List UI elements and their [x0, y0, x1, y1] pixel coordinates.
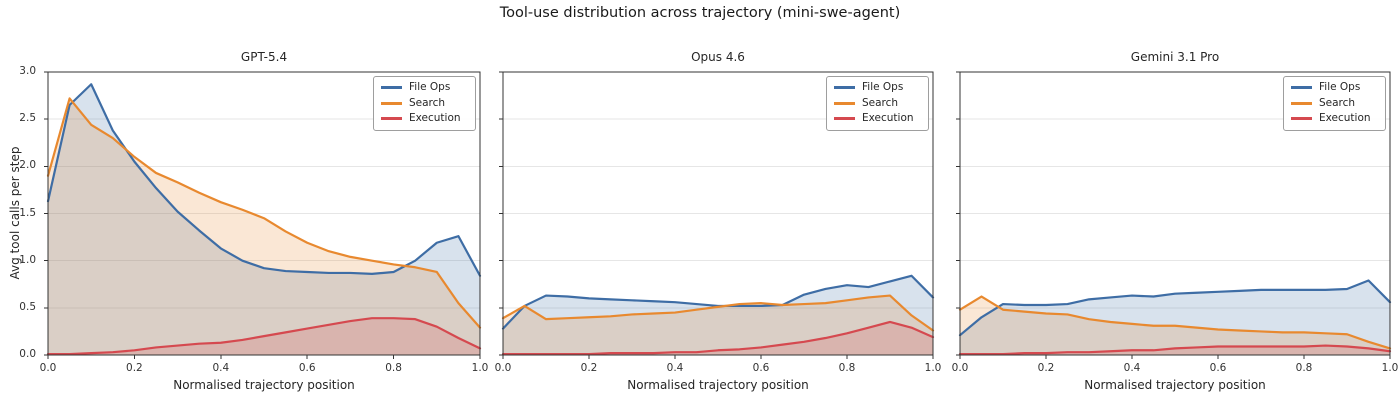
- legend-label: Execution: [409, 112, 461, 125]
- y-tick-label: 0.0: [19, 348, 36, 360]
- search-legend-line: [381, 101, 402, 105]
- search-legend-line: [834, 101, 855, 105]
- x-tick-label: 0.0: [39, 362, 57, 374]
- execution-legend-line: [381, 117, 402, 121]
- x-tick-label: 1.0: [924, 362, 942, 374]
- legend-label: Execution: [862, 112, 914, 125]
- execution-legend-line: [834, 117, 855, 121]
- legend-item-execution: Execution: [1291, 113, 1377, 125]
- x-tick-label: 0.8: [385, 362, 402, 374]
- y-tick-label: 2.0: [19, 159, 36, 172]
- y-tick-label: 3.0: [19, 65, 36, 77]
- subplot-title-gemini-3-1-pro: Gemini 3.1 Pro: [1130, 50, 1220, 64]
- x-tick-label: 0.4: [666, 362, 684, 374]
- y-tick-label: 0.5: [19, 300, 36, 313]
- x-tick-label: 0.0: [494, 362, 512, 374]
- subplot-title-opus-4-6: Opus 4.6: [691, 50, 745, 64]
- execution-line: [958, 344, 1392, 356]
- x-axis-label: Normalised trajectory position: [1084, 378, 1266, 392]
- search-line: [958, 295, 1392, 350]
- legend-label: File Ops: [1319, 81, 1361, 93]
- search-line: [501, 294, 935, 332]
- execution-area: [503, 321, 933, 355]
- legend-item-execution: Execution: [834, 113, 920, 125]
- search-line: [46, 97, 482, 329]
- x-tick-label: 0.4: [1123, 362, 1141, 374]
- x-axis-label: Normalised trajectory position: [627, 378, 809, 392]
- x-tick-label: 0.8: [838, 362, 856, 374]
- x-tick-label: 1.0: [471, 362, 489, 374]
- legend-item-search: Search: [1291, 96, 1377, 110]
- execution-legend-line: [1291, 117, 1312, 121]
- x-tick-label: 0.4: [212, 362, 230, 374]
- legend-item-file-ops: File Ops: [834, 81, 920, 94]
- y-tick-label: 1.0: [19, 253, 36, 266]
- x-axis-label: Normalised trajectory position: [173, 378, 355, 392]
- file-ops-area: [503, 275, 933, 355]
- subplot-title-gpt-5-4: GPT-5.4: [240, 50, 288, 64]
- y-tick-label: 2.5: [19, 112, 36, 125]
- x-tick-label: 0.6: [752, 362, 770, 374]
- file-ops-legend-line: [1291, 86, 1312, 90]
- search-legend-line: [1291, 101, 1312, 105]
- legend-label: Execution: [1319, 112, 1371, 125]
- x-tick-label: 0.6: [1209, 362, 1227, 374]
- legend-item-search: Search: [834, 96, 920, 110]
- legend-item-file-ops: File Ops: [1291, 81, 1377, 94]
- x-tick-label: 1.0: [1381, 362, 1399, 374]
- file-ops-line: [958, 279, 1392, 337]
- execution-line: [46, 317, 482, 356]
- x-tick-label: 0.6: [298, 362, 316, 374]
- file-ops-legend-line: [834, 86, 855, 90]
- legend-label: Search: [409, 96, 446, 109]
- search-area: [48, 98, 480, 355]
- x-tick-label: 0.2: [580, 362, 598, 374]
- legend-item-execution: Execution: [381, 113, 467, 125]
- plot-area-gemini-3-1-pro: [956, 71, 1392, 359]
- execution-line: [501, 320, 935, 356]
- legend-label: File Ops: [409, 81, 451, 93]
- legend: File Ops Search Execution: [1283, 76, 1386, 131]
- x-tick-label: 0.0: [951, 362, 969, 374]
- legend-item-file-ops: File Ops: [381, 81, 467, 94]
- legend-label: Search: [1319, 96, 1356, 109]
- legend-label: File Ops: [862, 81, 904, 93]
- legend: File Ops Search Execution: [373, 76, 476, 131]
- plot-area-opus-4-6: [499, 71, 935, 359]
- plot-area-gpt-5-4: [44, 71, 482, 359]
- legend: File Ops Search Execution: [826, 76, 929, 131]
- y-tick-label: 1.5: [19, 206, 36, 219]
- x-tick-label: 0.2: [1037, 362, 1055, 374]
- legend-label: Search: [862, 96, 899, 109]
- x-tick-label: 0.8: [1295, 362, 1313, 374]
- legend-item-search: Search: [381, 96, 467, 110]
- figure-title: Tool-use distribution across trajectory …: [499, 5, 901, 21]
- file-ops-area: [960, 280, 1390, 355]
- file-ops-area: [48, 84, 480, 355]
- file-ops-legend-line: [381, 86, 402, 90]
- search-area: [503, 295, 933, 355]
- x-tick-label: 0.2: [126, 362, 143, 374]
- file-ops-line: [46, 83, 482, 277]
